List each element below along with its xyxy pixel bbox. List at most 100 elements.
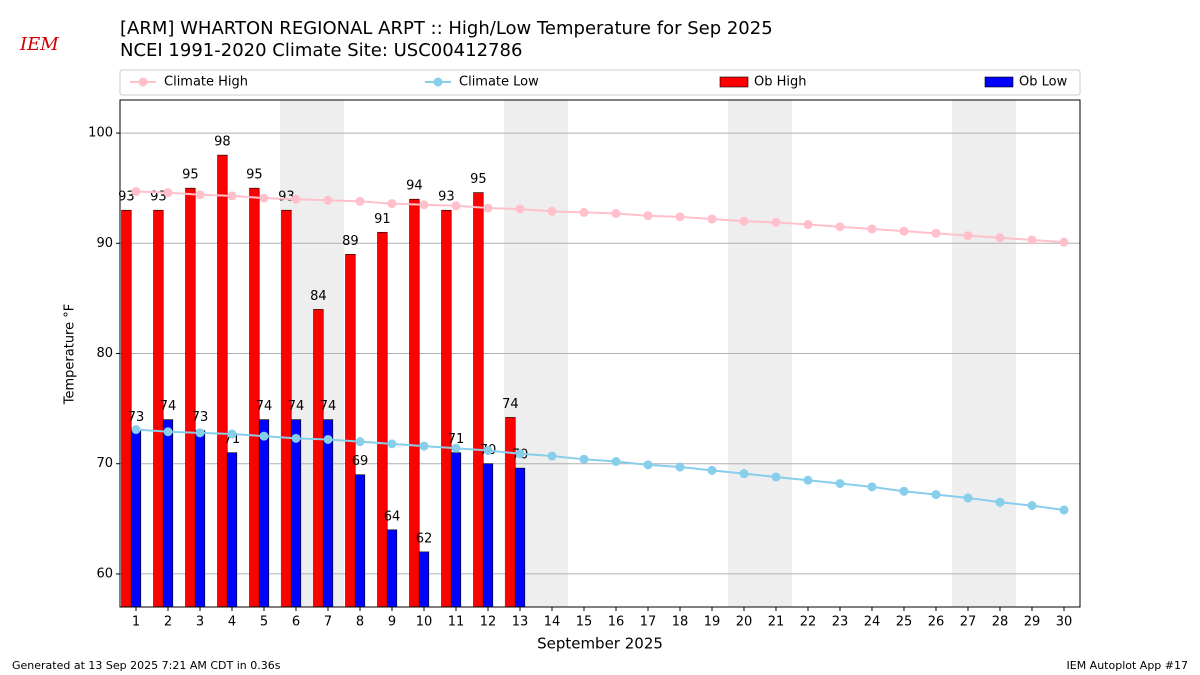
point	[771, 217, 781, 227]
x-tick-label: 9	[388, 615, 396, 630]
x-tick-label: 11	[448, 615, 465, 630]
y-tick-label: 70	[96, 456, 113, 471]
data-label: 93	[118, 190, 135, 205]
data-label: 71	[224, 432, 241, 447]
chart-title: [ARM] WHARTON REGIONAL ARPT :: High/Low …	[120, 18, 773, 39]
point	[195, 428, 205, 438]
point	[931, 228, 941, 238]
point	[419, 441, 429, 451]
bar	[226, 452, 238, 608]
bar	[482, 463, 494, 608]
legend-marker	[433, 77, 443, 87]
bar	[354, 474, 366, 608]
y-tick-label: 100	[88, 126, 113, 141]
point	[739, 469, 749, 479]
point	[1027, 235, 1037, 245]
point	[675, 212, 685, 222]
legend-swatch	[719, 76, 749, 88]
x-tick-label: 15	[576, 615, 593, 630]
point	[899, 226, 909, 236]
point	[1059, 505, 1069, 515]
bar	[217, 154, 228, 608]
x-tick-label: 17	[640, 615, 657, 630]
x-tick-label: 26	[928, 615, 945, 630]
x-tick-label: 8	[356, 615, 364, 630]
y-tick-label: 80	[96, 346, 113, 361]
x-tick-label: 12	[480, 615, 497, 630]
x-tick-label: 28	[992, 615, 1009, 630]
bar	[473, 192, 484, 608]
point	[451, 201, 461, 211]
data-label: 84	[310, 289, 327, 304]
point	[131, 186, 141, 196]
data-label: 74	[288, 399, 305, 414]
point	[131, 425, 141, 435]
x-tick-label: 5	[260, 615, 268, 630]
data-label: 93	[150, 190, 167, 205]
point	[643, 211, 653, 221]
x-tick-label: 24	[864, 615, 881, 630]
data-label: 93	[278, 190, 295, 205]
x-tick-label: 16	[608, 615, 625, 630]
x-tick-label: 1	[132, 615, 140, 630]
plot-frame	[119, 99, 1081, 608]
x-tick-label: 20	[736, 615, 753, 630]
point	[675, 462, 685, 472]
bar	[377, 231, 388, 608]
data-label: 74	[320, 399, 337, 414]
x-tick-label: 14	[544, 615, 561, 630]
bar	[290, 419, 302, 608]
footer-left: Generated at 13 Sep 2025 7:21 AM CDT in …	[12, 659, 281, 672]
bar	[185, 187, 196, 608]
point	[835, 222, 845, 232]
line	[135, 190, 1065, 244]
data-label: 93	[438, 190, 455, 205]
legend-label: Ob Low	[1019, 75, 1068, 90]
legend-marker	[138, 77, 148, 87]
point	[419, 200, 429, 210]
bar	[130, 430, 142, 608]
x-tick-label: 29	[1024, 615, 1041, 630]
data-label: 74	[256, 399, 273, 414]
data-label: 74	[502, 397, 519, 412]
bar	[322, 419, 334, 608]
bar	[450, 452, 462, 608]
x-tick-label: 25	[896, 615, 913, 630]
bar	[505, 417, 516, 608]
data-label: 98	[214, 135, 231, 150]
bar	[258, 419, 270, 608]
bar	[418, 551, 430, 608]
point	[899, 486, 909, 496]
point	[963, 493, 973, 503]
chart-subtitle: NCEI 1991-2020 Climate Site: USC00412786	[120, 40, 522, 61]
point	[707, 465, 717, 475]
bar	[386, 529, 398, 608]
x-tick-label: 4	[228, 615, 236, 630]
point	[611, 209, 621, 219]
x-tick-label: 30	[1056, 615, 1073, 630]
point	[867, 482, 877, 492]
point	[355, 196, 365, 206]
data-label: 94	[406, 179, 423, 194]
point	[803, 475, 813, 485]
legend-box	[119, 69, 1081, 96]
bar	[121, 209, 132, 608]
x-tick-label: 27	[960, 615, 977, 630]
x-tick-label: 6	[292, 615, 300, 630]
point	[611, 457, 621, 467]
legend-label: Ob High	[754, 75, 807, 90]
point	[163, 188, 173, 198]
point	[291, 433, 301, 443]
point	[227, 191, 237, 201]
legend-label: Climate High	[164, 75, 248, 90]
point	[323, 195, 333, 205]
x-tick-label: 10	[416, 615, 433, 630]
data-label: 91	[374, 212, 391, 227]
point	[835, 479, 845, 489]
data-label: 73	[128, 410, 145, 425]
point	[291, 194, 301, 204]
point	[707, 214, 717, 224]
point	[1027, 501, 1037, 511]
point	[771, 472, 781, 482]
point	[515, 449, 525, 459]
